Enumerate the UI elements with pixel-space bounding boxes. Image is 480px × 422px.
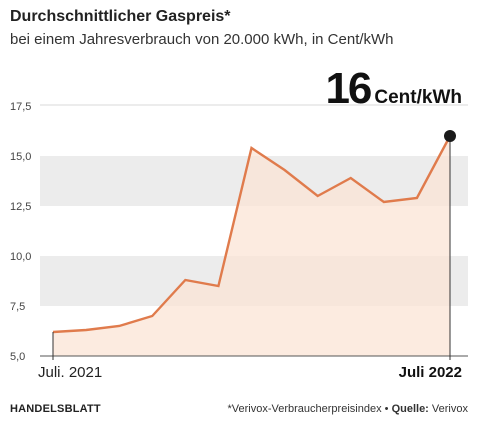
y-tick-label: 10,0 [10, 251, 31, 263]
x-end-label: Juli 2022 [399, 364, 462, 381]
source-label: Quelle: [391, 403, 429, 415]
y-tick-label: 17,5 [10, 101, 31, 113]
y-tick-label: 15,0 [10, 151, 31, 163]
x-start-label: Juli. 2021 [38, 364, 102, 381]
chart-title: Durchschnittlicher Gaspreis* [10, 8, 231, 25]
grid-band [40, 104, 468, 106]
series-line [52, 135, 452, 334]
area-fill [53, 136, 450, 356]
end-point-marker [444, 130, 456, 142]
y-tick-label: 5,0 [10, 351, 25, 363]
source-name: Verivox [431, 403, 468, 415]
footer-note: *Verivox-Verbraucherpreisindex [227, 403, 382, 415]
footer-source: *Verivox-Verbraucherpreisindex • Quelle:… [227, 403, 468, 415]
chart-subtitle: bei einem Jahresverbrauch von 20.000 kWh… [10, 31, 394, 48]
footer-bullet: • [384, 403, 392, 415]
highlight-unit: Cent/kWh [374, 87, 462, 108]
publisher-brand: HANDELSBLATT [10, 403, 101, 415]
y-tick-label: 12,5 [10, 201, 31, 213]
y-tick-label: 7,5 [10, 301, 25, 313]
